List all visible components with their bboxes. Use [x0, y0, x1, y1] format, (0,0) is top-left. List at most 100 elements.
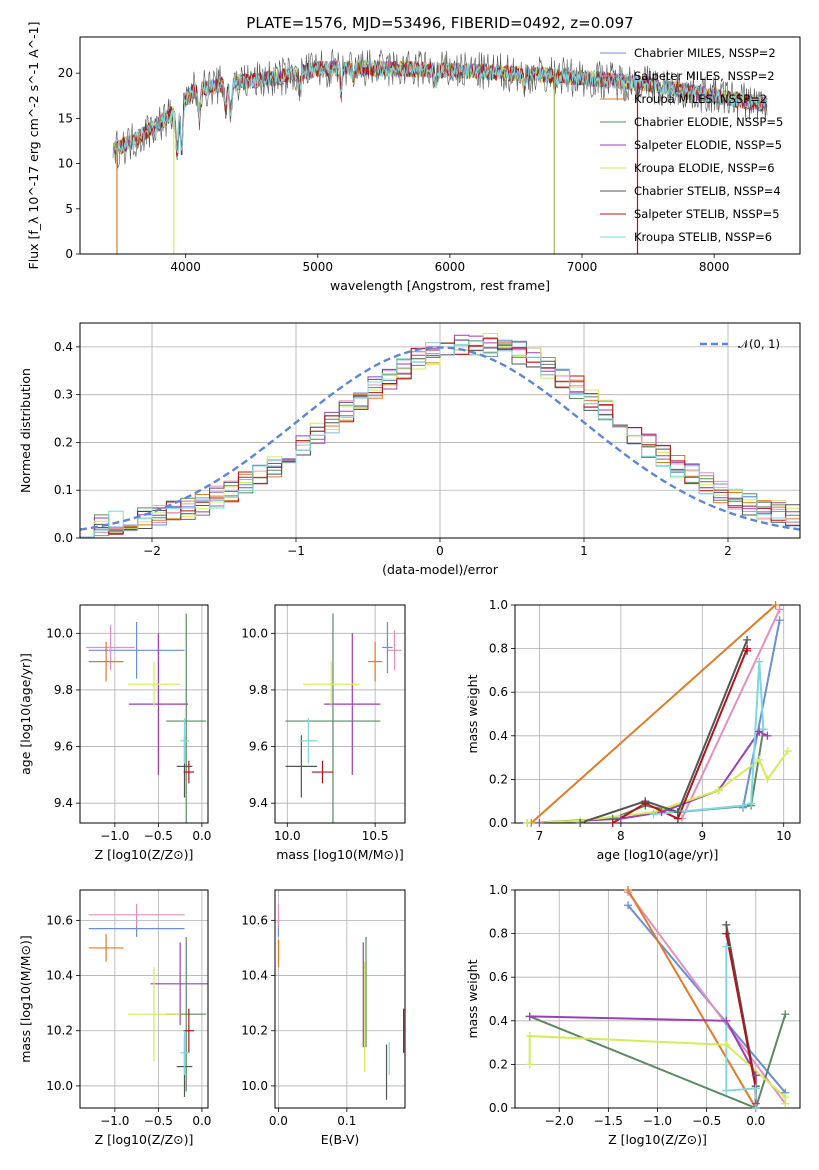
y-axis-label: mass weight [465, 674, 480, 753]
weight-series [579, 639, 749, 823]
weight-marker [775, 616, 784, 625]
errorbar-point [183, 1008, 195, 1053]
y-tick-label: 9.8 [249, 683, 268, 697]
weight-marker [743, 635, 752, 644]
weight-marker [763, 775, 772, 784]
errorbar-point [387, 630, 402, 671]
weight-marker [763, 731, 772, 740]
weight-series [680, 608, 781, 820]
x-tick-label: −0.5 [144, 1114, 173, 1128]
x-tick-label: −2.0 [545, 1114, 574, 1128]
axes-frame [274, 889, 406, 1109]
legend-label: Kroupa STELIB, NSSP=6 [634, 230, 772, 244]
x-tick-label: 0.1 [337, 1114, 356, 1128]
errorbar-point [303, 661, 360, 707]
errorbar-point [368, 641, 383, 682]
weight-marker [576, 819, 585, 827]
y-tick-label: 10.2 [241, 1024, 268, 1038]
weight-series [627, 891, 787, 1105]
x-axis-label: E(B-V) [321, 1132, 360, 1147]
plot-area-age-vs-Z [86, 613, 207, 823]
y-tick-label: 10.4 [46, 969, 73, 983]
y-tick-label: 1.0 [489, 883, 508, 897]
y-tick-label: 10 [58, 157, 73, 171]
histogram-series [80, 340, 800, 538]
y-tick-label: 0.6 [489, 970, 508, 984]
weight-marker [714, 786, 723, 795]
x-axis-label: Z [log10(Z/Z⊙)] [95, 847, 194, 862]
x-tick-label: −0.5 [692, 1114, 721, 1128]
weight-marker [755, 727, 764, 736]
axes-frame [514, 604, 801, 824]
panel-age-vs-Z: −1.0 −0.5 0.0 9.4 9.6 9.8 10.0 Z [log10(Z/Z⊙)] a… [18, 604, 211, 862]
errorbar-point [382, 621, 393, 673]
y-tick-label: 0.4 [54, 340, 73, 354]
y-tick-label: 0.2 [54, 435, 73, 449]
x-tick-label: 8 [617, 829, 625, 843]
weight-marker [616, 814, 625, 823]
weight-marker [755, 755, 764, 764]
x-tick-label: −1.5 [594, 1114, 623, 1128]
y-tick-label: 0.4 [489, 1014, 508, 1028]
weight-marker [523, 819, 532, 827]
figure-title: PLATE=1576, MJD=53496, FIBERID=0492, z=0… [246, 14, 633, 32]
x-tick-label: 7000 [567, 260, 598, 274]
weight-marker [751, 1104, 760, 1112]
legend-label: Kroupa MILES, NSSP=2 [634, 92, 767, 106]
weight-marker [673, 814, 682, 823]
y-tick-label: 10.0 [46, 626, 73, 640]
legend-label: Chabrier STELIB, NSSP=4 [634, 184, 781, 198]
histogram-series [80, 339, 800, 538]
weight-marker [771, 601, 780, 609]
y-tick-label: 10.4 [241, 969, 268, 983]
y-axis-label: Normed distribution [18, 368, 33, 493]
weight-marker [525, 1012, 534, 1021]
y-tick-label: 9.4 [249, 796, 268, 810]
plot-area-mass-vs-ebv [277, 903, 405, 1100]
y-tick-label: 10.0 [241, 1079, 268, 1093]
x-tick-label: 6000 [435, 260, 466, 274]
y-tick-label: 0.0 [54, 531, 73, 545]
y-tick-label: 0.0 [489, 816, 508, 830]
axes-frame [79, 604, 209, 824]
errorbar-point [86, 624, 135, 671]
errorbar-point [180, 1030, 189, 1075]
y-tick-label: 0.0 [489, 1101, 508, 1115]
errorbar-point [166, 613, 207, 823]
x-tick-label: 5000 [303, 260, 334, 274]
x-axis-label: age [log10(age/yr)] [597, 847, 719, 862]
legend-label: Salpeter STELIB, NSSP=5 [634, 207, 780, 221]
y-tick-label: 10.0 [46, 1079, 73, 1093]
weight-marker [759, 725, 768, 734]
plot-area-age-vs-mass [285, 613, 402, 823]
legend-label: Chabrier MILES, NSSP=2 [634, 46, 776, 60]
weight-marker [722, 1016, 731, 1025]
errorbar-point [88, 641, 124, 682]
y-axis-label: age [log10(age/yr)] [18, 653, 33, 775]
panel-mass-vs-Z: −1.0 −0.5 0.0 10.0 10.2 10.4 10.6 Z [log10(Z/Z⊙… [18, 889, 211, 1147]
errorbar-point [127, 661, 181, 707]
plot-area-mass-weight-vs-age [527, 605, 789, 823]
legend-label: Chabrier ELODIE, NSSP=5 [634, 115, 783, 129]
y-tick-label: 1.0 [489, 598, 508, 612]
normal-curve [80, 346, 800, 531]
y-tick-label: 9.4 [54, 796, 73, 810]
errorbar-point [88, 903, 185, 926]
spectrum-series [114, 61, 768, 156]
weight-series [529, 1013, 787, 1108]
y-axis-label: mass weight [465, 959, 480, 1038]
y-tick-label: 20 [58, 66, 73, 80]
x-axis-label: wavelength [Angstrom, rest frame] [330, 278, 550, 293]
x-tick-label: 0.0 [269, 1114, 288, 1128]
x-tick-label: 10.0 [274, 829, 301, 843]
errorbar-point [88, 621, 185, 679]
x-axis-label: (data-model)/error [382, 562, 499, 577]
errorbar-point [324, 633, 381, 775]
weight-marker [722, 920, 731, 929]
y-tick-label: 0.2 [489, 1057, 508, 1071]
weight-marker [781, 1099, 790, 1108]
errorbar-point [183, 760, 195, 784]
panel-spectrum: 4000 5000 6000 7000 8000 0 5 10 15 20 wavelength [… [26, 22, 801, 293]
x-axis-label: Z [log10(Z/Z⊙)] [608, 1132, 707, 1147]
